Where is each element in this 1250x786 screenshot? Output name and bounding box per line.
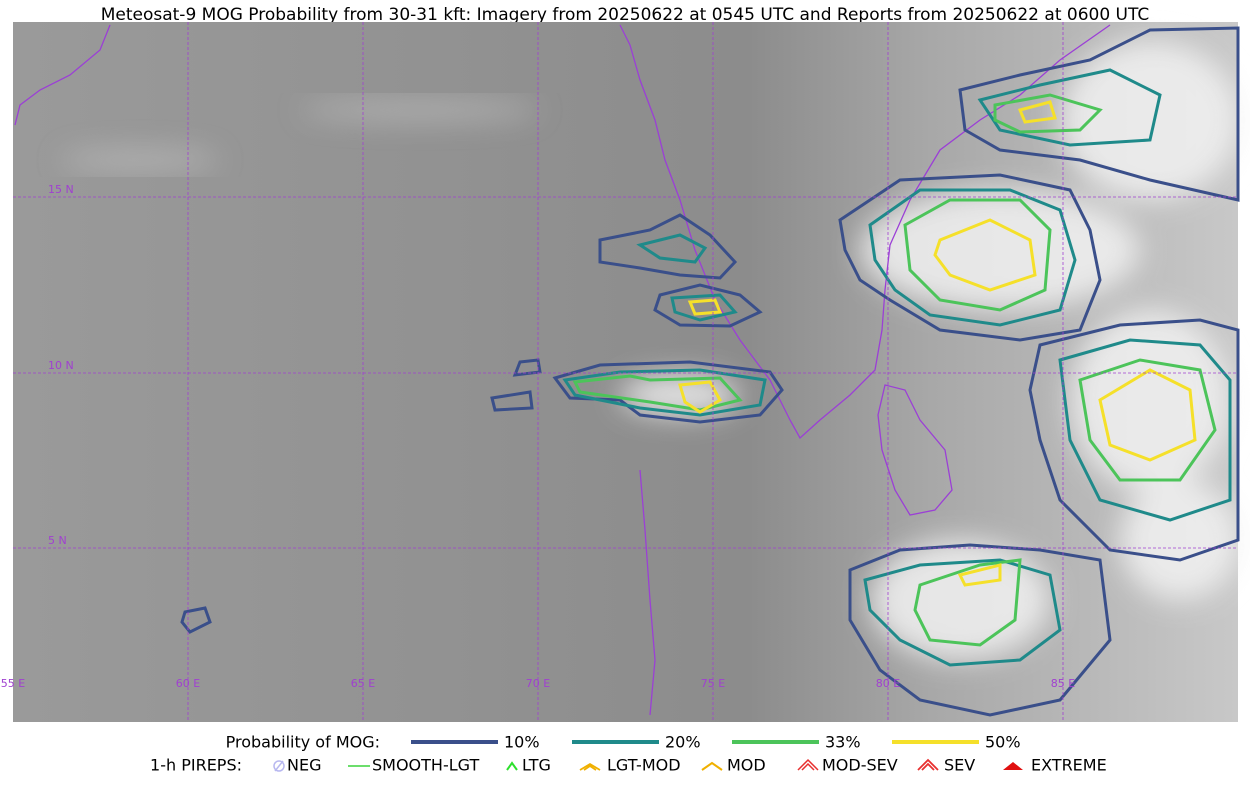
lat-label: 10 N [48,359,74,372]
coastline [14,24,1111,716]
pirep-label: LTG [522,756,551,775]
legend-label: 10% [504,733,540,752]
title: Meteosat-9 MOG Probability from 30-31 kf… [101,5,1150,25]
pirep-label: EXTREME [1031,756,1107,775]
legend-label: 20% [665,733,701,752]
probability-contours [180,26,1240,717]
legend-label: 50% [985,733,1021,752]
lon-label: 65 E [351,677,375,690]
pirep-label: LGT-MOD [607,756,681,775]
lon-label: 70 E [526,677,550,690]
lat-label: 15 N [48,183,74,196]
legend: Probability of MOG: 10% 20% 33% 50% 1-h PIREP… [150,733,1107,775]
lon-label: 80 E [876,677,900,690]
pirep-symbols [273,758,1023,772]
lon-label: 85 E [1051,677,1075,690]
pirep-label: NEG [287,756,321,775]
lon-label: 55 E [1,677,25,690]
pirep-label: SMOOTH-LGT [372,756,479,775]
legend-label: 33% [825,733,861,752]
pireps-legend-title: 1-h PIREPS: [150,756,242,775]
lon-label: 75 E [701,677,725,690]
graticule: 55 E 60 E 65 E 70 E 75 E 80 E 85 E 15 N 10 N 5 N [1,22,1238,722]
pirep-label: MOD [727,756,766,775]
lon-label: 60 E [176,677,200,690]
pirep-label: SEV [944,756,975,775]
pirep-label: MOD-SEV [822,756,898,775]
lat-label: 5 N [48,534,67,547]
probability-legend-title: Probability of MOG: [226,733,380,752]
